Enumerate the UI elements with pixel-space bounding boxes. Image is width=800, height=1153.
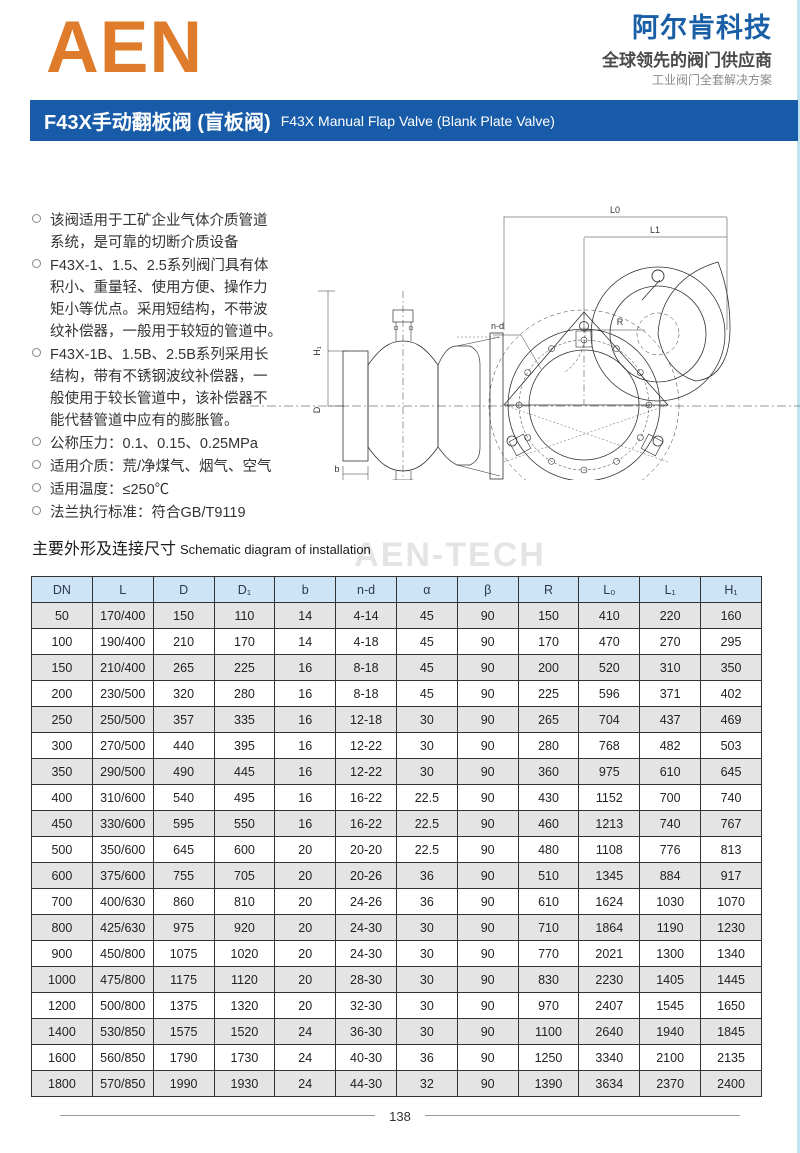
svg-text:L0: L0	[610, 205, 620, 215]
svg-text:L1: L1	[650, 225, 660, 235]
svg-text:H₁: H₁	[312, 346, 322, 356]
svg-text:n-d: n-d	[491, 321, 504, 331]
svg-text:D: D	[312, 406, 322, 413]
svg-text:b: b	[334, 464, 339, 474]
svg-text:R: R	[617, 317, 624, 327]
